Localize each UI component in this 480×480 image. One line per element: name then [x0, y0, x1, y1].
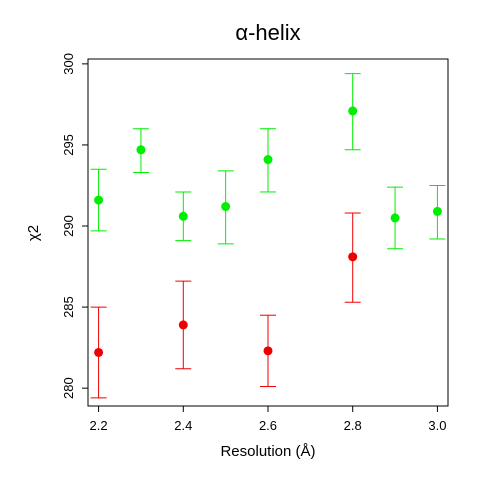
error-bar-point	[90, 306, 107, 399]
data-point	[136, 145, 146, 155]
x-tick-label: 2.6	[259, 418, 277, 433]
data-point	[94, 347, 104, 357]
chart-title: α-helix	[235, 20, 300, 45]
error-bar-point	[90, 168, 107, 232]
error-bar-point	[260, 314, 276, 388]
error-bar-point	[260, 128, 276, 193]
y-axis-title: χ2	[25, 225, 42, 241]
x-axis: 2.2 2.4 2.6 2.8 3.0	[90, 406, 446, 433]
data-point	[221, 202, 231, 212]
error-bar-point	[175, 280, 192, 370]
y-tick-label: 295	[61, 134, 76, 156]
x-tick-label: 2.2	[90, 418, 108, 433]
error-bar-point	[217, 170, 234, 245]
data-point	[178, 320, 188, 330]
data-point	[94, 195, 104, 205]
error-bar-point	[132, 128, 149, 174]
y-tick-label: 280	[61, 377, 76, 399]
error-bar-point	[429, 184, 446, 240]
y-axis: 280 285 290 295 300	[61, 53, 88, 399]
error-bar-point	[175, 191, 192, 242]
x-tick-label: 2.8	[344, 418, 362, 433]
error-bar-point	[387, 186, 404, 250]
y-tick-label: 285	[61, 296, 76, 318]
data-marks	[90, 73, 446, 399]
data-point	[178, 211, 188, 221]
data-point	[263, 346, 273, 356]
error-bar-point	[344, 73, 361, 151]
data-point	[348, 252, 358, 262]
y-tick-label: 300	[61, 53, 76, 75]
data-point	[348, 106, 358, 116]
x-tick-label: 3.0	[428, 418, 446, 433]
data-point	[263, 155, 273, 165]
data-point	[432, 206, 442, 216]
x-tick-label: 2.4	[174, 418, 192, 433]
x-axis-title: Resolution (Å)	[220, 443, 315, 460]
data-point	[390, 213, 400, 223]
y-tick-label: 290	[61, 215, 76, 237]
error-bar-point	[344, 212, 361, 303]
